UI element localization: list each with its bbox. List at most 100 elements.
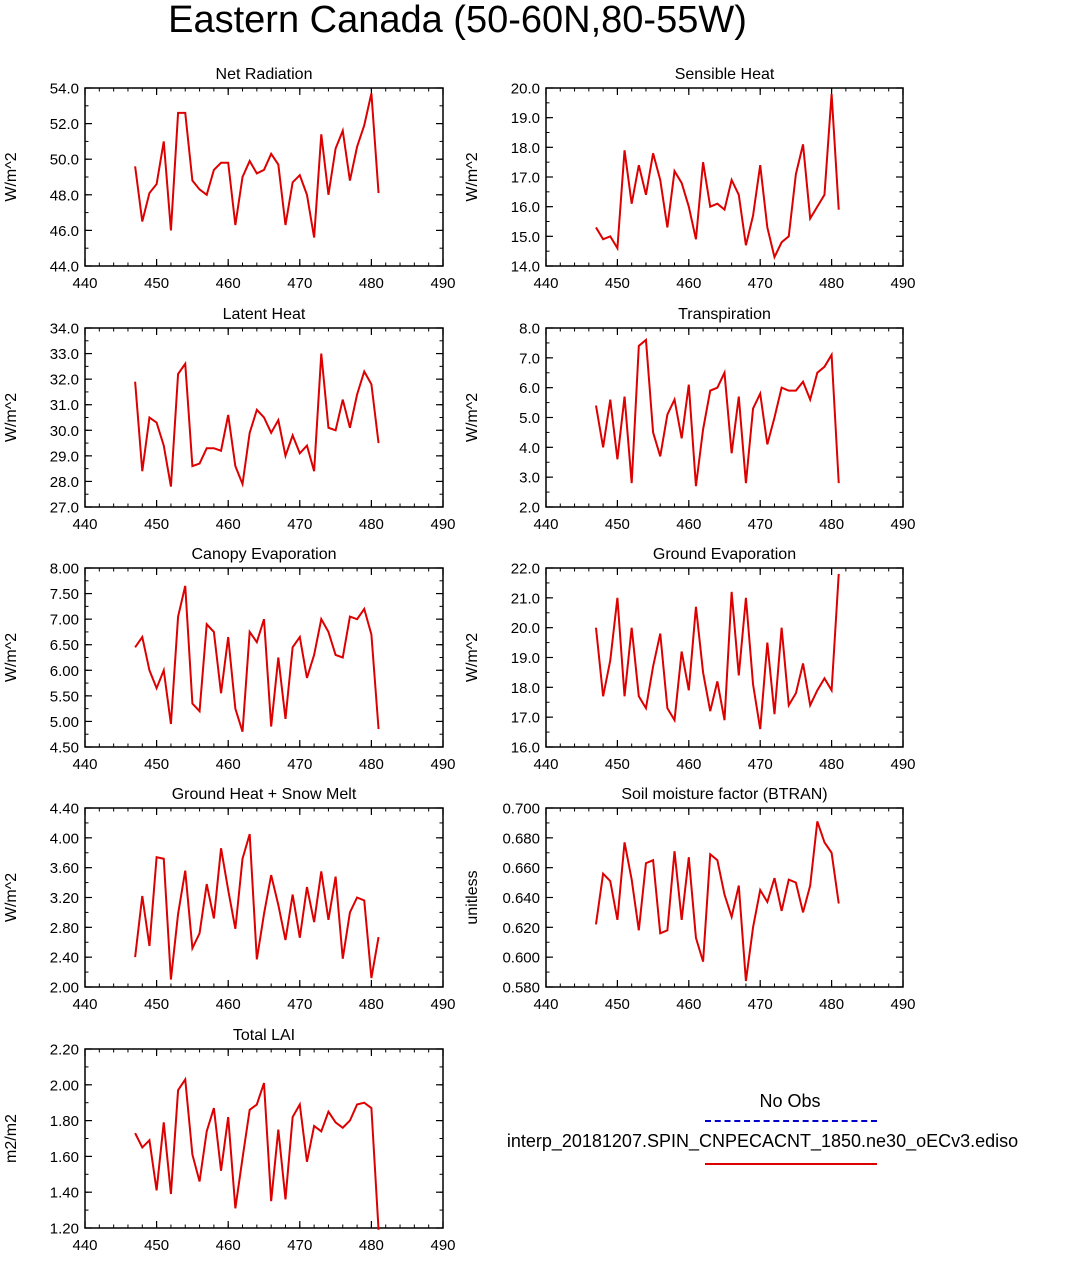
x-tick-label: 440	[72, 1237, 97, 1254]
y-tick-label: 1.40	[50, 1185, 79, 1202]
x-tick-label: 440	[533, 996, 558, 1013]
x-tick-label: 490	[430, 756, 455, 773]
x-tick-label: 460	[676, 275, 701, 292]
series-line	[134, 585, 380, 732]
x-tick-label: 490	[890, 275, 915, 292]
y-tick-label: 0.580	[502, 980, 540, 997]
x-tick-label: 440	[72, 275, 97, 292]
x-tick-label: 470	[287, 516, 312, 533]
chart-title: Ground Heat + Snow Melt	[172, 786, 357, 803]
y-tick-label: 22.0	[511, 561, 540, 578]
y-tick-label: 15.0	[511, 229, 540, 246]
x-tick-label: 480	[819, 756, 844, 773]
y-tick-label: 2.80	[50, 920, 79, 937]
y-axis-label: m2/m2	[3, 1114, 20, 1163]
y-tick-label: 6.50	[50, 637, 79, 654]
x-tick-label: 470	[287, 1237, 312, 1254]
y-tick-label: 0.640	[502, 890, 540, 907]
y-tick-label: 31.0	[50, 397, 79, 414]
x-tick-label: 450	[605, 516, 630, 533]
x-tick-label: 470	[287, 275, 312, 292]
y-tick-label: 33.0	[50, 346, 79, 363]
series-line	[134, 353, 380, 488]
y-tick-label: 16.0	[511, 740, 540, 757]
x-tick-label: 460	[216, 1237, 241, 1254]
plot-frame	[84, 567, 444, 748]
chart-panel-9: 440 450 460 470 480 490 1.20 1.40 1.60 1.80 2.00 2.…	[3, 1027, 456, 1254]
series-line	[134, 93, 380, 238]
x-tick-label: 460	[676, 756, 701, 773]
y-axis-label: W/m^2	[464, 393, 481, 442]
chart-panel-3: 440 450 460 470 480 490 27.0 28.0 29.0 30.0 31.0 32…	[3, 306, 456, 533]
x-tick-label: 460	[216, 756, 241, 773]
y-tick-label: 5.00	[50, 714, 79, 731]
y-tick-label: 20.0	[511, 620, 540, 637]
y-tick-label: 21.0	[511, 590, 540, 607]
x-tick-label: 490	[890, 516, 915, 533]
y-tick-label: 3.20	[50, 890, 79, 907]
y-tick-label: 28.0	[50, 474, 79, 491]
x-tick-label: 470	[748, 996, 773, 1013]
x-tick-label: 450	[605, 756, 630, 773]
x-tick-label: 450	[144, 516, 169, 533]
series-line	[594, 821, 840, 982]
y-tick-label: 19.0	[511, 650, 540, 667]
x-tick-label: 490	[430, 516, 455, 533]
series-line	[134, 1076, 380, 1230]
x-tick-label: 460	[216, 996, 241, 1013]
y-tick-label: 4.40	[50, 801, 79, 818]
x-tick-label: 460	[216, 275, 241, 292]
y-axis-label: W/m^2	[464, 152, 481, 201]
x-tick-label: 440	[533, 756, 558, 773]
y-tick-label: 7.50	[50, 586, 79, 603]
plot-frame	[545, 327, 904, 508]
chart-title: Net Radiation	[216, 66, 313, 83]
series-line	[594, 337, 840, 487]
y-tick-label: 50.0	[50, 152, 79, 169]
y-tick-label: 46.0	[50, 223, 79, 240]
x-tick-label: 480	[359, 756, 384, 773]
x-tick-label: 440	[72, 516, 97, 533]
x-tick-label: 470	[287, 756, 312, 773]
legend-obs-line	[705, 1120, 877, 1122]
x-tick-label: 470	[287, 996, 312, 1013]
x-tick-label: 480	[359, 516, 384, 533]
y-tick-label: 0.680	[502, 830, 540, 847]
chart-panel-7: 440 450 460 470 480 490 2.00 2.40 2.80 3.20 3.60 4.…	[3, 786, 456, 1013]
chart-title: Sensible Heat	[675, 66, 775, 83]
y-tick-label: 32.0	[50, 372, 79, 389]
x-tick-label: 480	[359, 275, 384, 292]
y-tick-label: 19.0	[511, 110, 540, 127]
legend-model-label: interp_20181207.SPIN_CNPECACNT_1850.ne30…	[506, 1131, 1019, 1151]
x-tick-label: 460	[676, 516, 701, 533]
x-tick-label: 440	[533, 275, 558, 292]
x-tick-label: 440	[72, 996, 97, 1013]
y-tick-label: 4.0	[519, 440, 540, 457]
y-tick-label: 7.00	[50, 612, 79, 629]
x-tick-label: 490	[430, 996, 455, 1013]
y-tick-label: 8.00	[50, 561, 79, 578]
y-tick-label: 6.0	[519, 380, 540, 397]
x-tick-label: 470	[748, 756, 773, 773]
y-tick-label: 5.0	[519, 410, 540, 427]
series-line	[134, 833, 380, 980]
plot-frame	[84, 87, 444, 267]
y-tick-label: 30.0	[50, 423, 79, 440]
x-tick-label: 480	[359, 1237, 384, 1254]
chart-title: Soil moisture factor (BTRAN)	[621, 786, 827, 803]
y-tick-label: 34.0	[50, 321, 79, 338]
chart-panel-2: 440 450 460 470 480 490 14.0 15.0 16.0 17.0 18.0 19…	[464, 66, 916, 292]
y-tick-label: 0.600	[502, 950, 540, 967]
chart-title: Ground Evaporation	[653, 546, 796, 563]
chart-panel-4: 440 450 460 470 480 490 2.0 3.0 4.0 5.0 6.0 7.0 8.0 T…	[464, 306, 916, 533]
x-tick-label: 470	[748, 275, 773, 292]
y-tick-label: 1.60	[50, 1149, 79, 1166]
x-tick-label: 490	[430, 275, 455, 292]
x-tick-label: 480	[819, 516, 844, 533]
y-tick-label: 17.0	[511, 170, 540, 187]
chart-panel-5: 440 450 460 470 480 490 4.50 5.00 5.50 6.00 6.50 7.…	[3, 546, 456, 773]
y-tick-label: 3.60	[50, 860, 79, 877]
y-tick-label: 27.0	[50, 500, 79, 517]
chart-title: Canopy Evaporation	[192, 546, 337, 563]
